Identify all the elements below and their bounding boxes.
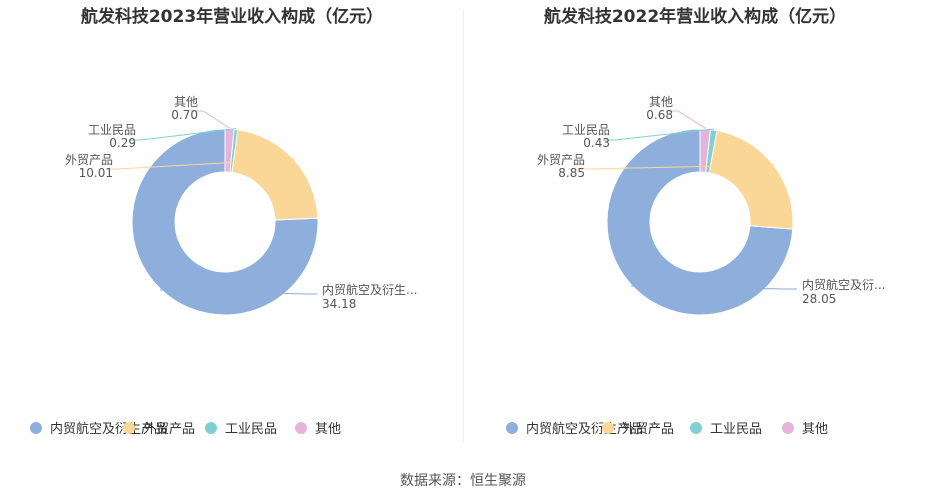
legend-label: 工业民品 xyxy=(225,422,277,437)
slice-name-label: 工业民品 xyxy=(88,123,136,137)
slice-value-label: 8.85 xyxy=(558,166,585,180)
chart-divider xyxy=(463,10,464,442)
slice-value-label: 10.01 xyxy=(79,166,113,180)
legend-label: 内贸航空及衍生产品 xyxy=(526,421,643,437)
slice-value-label: 0.68 xyxy=(646,108,673,122)
slice-value-label: 0.70 xyxy=(171,108,198,122)
leader-line xyxy=(129,128,237,141)
legend-item-1[interactable]: 内贸航空及衍生产品 xyxy=(30,421,167,437)
legend-swatch xyxy=(690,422,702,434)
legend-label: 工业民品 xyxy=(710,422,762,437)
legend-swatch xyxy=(30,422,42,434)
legend-label: 外贸产品 xyxy=(143,422,195,437)
slice-label-1: 内贸航空及衍生...34.18 xyxy=(159,282,417,311)
slice-label-4: 其他0.70 xyxy=(171,95,230,129)
slice-value-label: 0.29 xyxy=(109,136,136,150)
legend-swatch xyxy=(602,422,614,434)
legend-label: 其他 xyxy=(315,422,341,437)
leader-line xyxy=(578,164,775,170)
chart-title: 航发科技2022年营业收入构成（亿元） xyxy=(544,6,846,27)
slice-name-label: 内贸航空及衍生... xyxy=(322,282,417,297)
legend-swatch xyxy=(782,422,794,434)
legend-item-4[interactable]: 其他 xyxy=(782,422,828,437)
legend-label: 内贸航空及衍生产品 xyxy=(50,421,167,437)
slice-name-label: 其他 xyxy=(649,95,673,109)
legend-item-3[interactable]: 工业民品 xyxy=(205,422,277,437)
legend-item-3[interactable]: 工业民品 xyxy=(690,422,762,437)
slice-2[interactable] xyxy=(231,129,319,221)
leader-line xyxy=(631,285,797,290)
legend-label: 外贸产品 xyxy=(622,422,674,437)
slice-2[interactable] xyxy=(708,129,794,230)
legend-swatch xyxy=(205,422,217,434)
leader-line xyxy=(603,128,714,141)
slice-value-label: 28.05 xyxy=(802,292,836,306)
legend-item-2[interactable]: 外贸产品 xyxy=(123,422,195,437)
slice-label-1: 内贸航空及衍...28.05 xyxy=(631,277,885,306)
donut-slices xyxy=(606,128,794,316)
slice-label-4: 其他0.68 xyxy=(646,95,706,129)
legend-label: 其他 xyxy=(802,422,828,437)
legend-item-1[interactable]: 内贸航空及衍生产品 xyxy=(506,421,643,437)
donut-slices xyxy=(131,128,319,316)
leader-line xyxy=(191,110,230,129)
slice-value-label: 0.43 xyxy=(583,136,610,150)
slice-4[interactable] xyxy=(699,128,711,173)
legend-item-4[interactable]: 其他 xyxy=(295,422,341,437)
slice-name-label: 内贸航空及衍... xyxy=(802,277,885,292)
source-note: 数据来源：恒生聚源 xyxy=(400,473,526,489)
legend-swatch xyxy=(123,422,135,434)
legend-item-2[interactable]: 外贸产品 xyxy=(602,422,674,437)
slice-name-label: 工业民品 xyxy=(562,123,610,137)
leader-line xyxy=(159,289,317,295)
slice-1[interactable] xyxy=(131,128,319,316)
legend-swatch xyxy=(295,422,307,434)
leader-line xyxy=(666,110,706,129)
donut-chart-2022: 航发科技2022年营业收入构成（亿元）内贸航空及衍...28.05外贸产品8.8… xyxy=(506,6,885,437)
donut-chart-2023: 航发科技2023年营业收入构成（亿元）内贸航空及衍生...34.18外贸产品10… xyxy=(30,6,417,437)
legend-swatch xyxy=(506,422,518,434)
slice-value-label: 34.18 xyxy=(322,297,356,311)
leader-line xyxy=(106,158,295,170)
slice-name-label: 外贸产品 xyxy=(65,153,113,167)
slice-name-label: 外贸产品 xyxy=(537,153,585,167)
slice-4[interactable] xyxy=(224,128,235,173)
chart-title: 航发科技2023年营业收入构成（亿元） xyxy=(81,6,383,27)
slice-1[interactable] xyxy=(606,128,794,316)
slice-name-label: 其他 xyxy=(174,95,198,109)
